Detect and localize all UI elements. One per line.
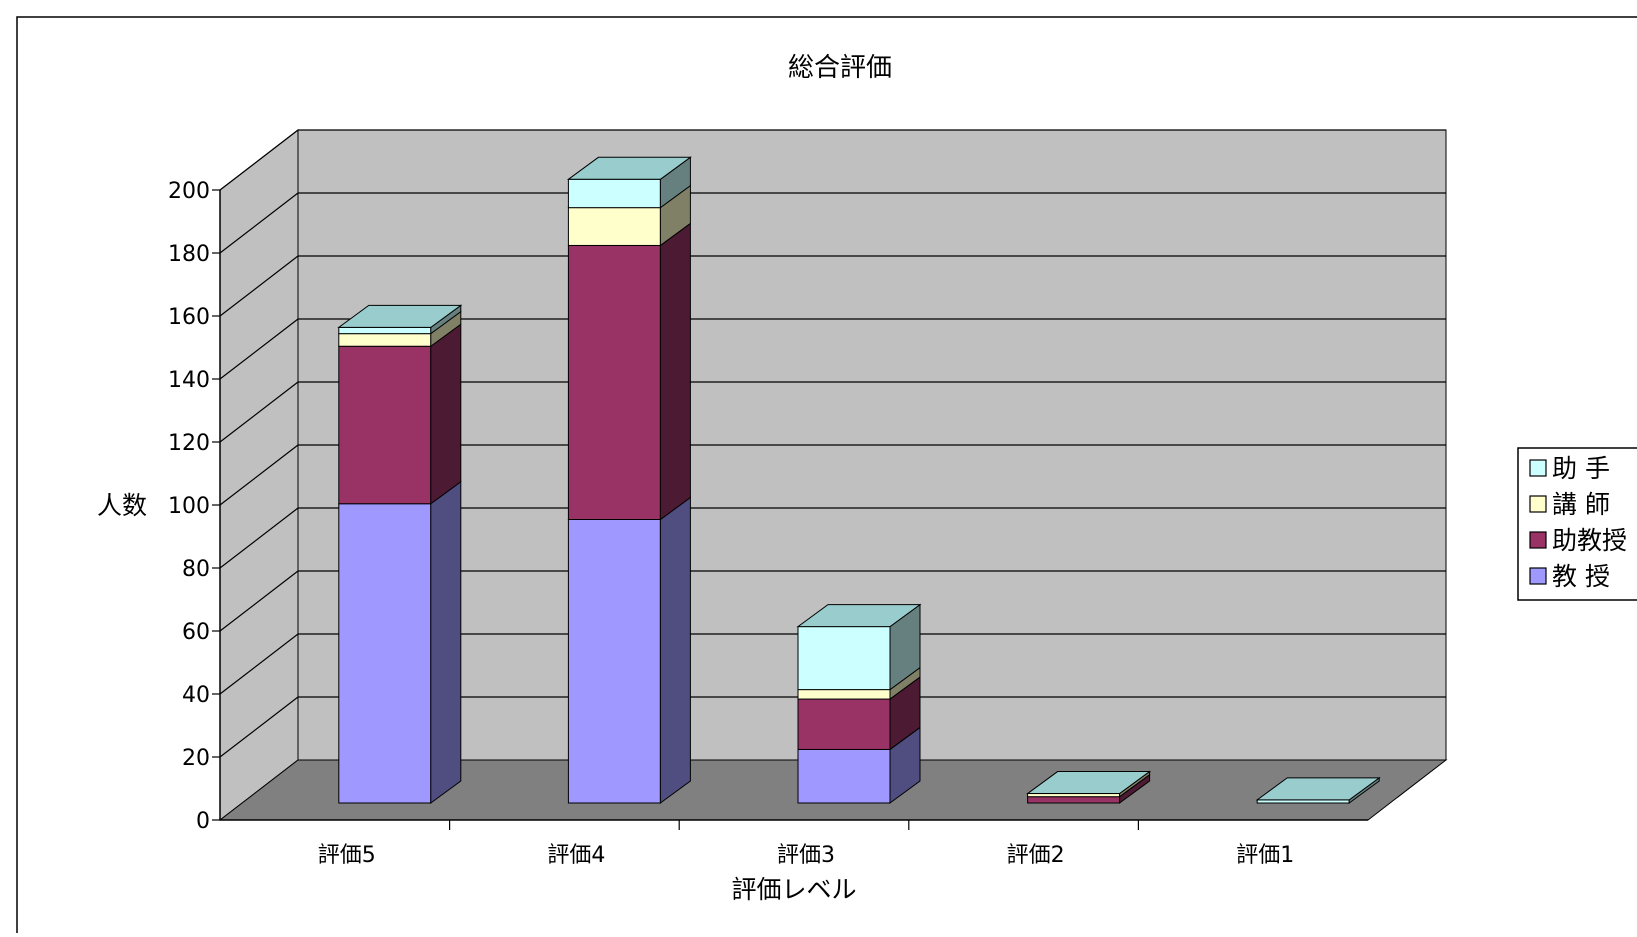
bar-face: [567, 244, 661, 520]
side-gridline: [219, 696, 299, 758]
bar-face: [338, 333, 432, 347]
bar-face: [797, 698, 891, 750]
bar-face: [338, 345, 432, 505]
y-tick-label: 180: [168, 242, 210, 267]
y-tick-label: 0: [196, 809, 210, 834]
legend-swatch: [1529, 459, 1547, 477]
bar-segment: [567, 222, 691, 521]
y-tick-label: 40: [182, 683, 210, 708]
legend-label: 助教授: [1552, 526, 1627, 555]
x-axis-label: 評価レベル: [731, 875, 856, 904]
side-gridline: [219, 507, 299, 569]
bar-top: [566, 156, 692, 180]
bar-top: [796, 604, 922, 628]
bar-side: [659, 222, 691, 521]
bar-side: [430, 323, 462, 505]
y-tick-label: 200: [168, 179, 210, 204]
side-gridline: [219, 318, 299, 380]
bar-face: [1027, 796, 1121, 804]
side-gridline: [219, 444, 299, 506]
side-gridline: [219, 381, 299, 443]
bar-face: [567, 178, 661, 209]
side-gridline: [219, 192, 299, 254]
bar-segment: [797, 726, 921, 804]
y-tick-label: 20: [182, 746, 210, 771]
x-tick-label: 評価2: [1007, 843, 1065, 868]
side-gridline: [219, 633, 299, 695]
bar-face: [567, 207, 661, 246]
y-axis-ticks: 0 20 40 60 80 100 120 140 160 180 200: [168, 179, 220, 834]
x-tick-label: 評価4: [547, 843, 605, 868]
bar-segment: [567, 496, 691, 804]
bar-top: [1255, 777, 1381, 801]
bar-top: [337, 304, 463, 328]
y-tick-label: 100: [168, 494, 210, 519]
legend-swatch: [1529, 567, 1547, 585]
legend-swatch: [1529, 495, 1547, 513]
y-tick-label: 140: [168, 368, 210, 393]
bar-face: [797, 748, 891, 804]
x-tick-label: 評価5: [318, 843, 376, 868]
side-gridline: [219, 129, 299, 191]
bar-side: [659, 496, 691, 804]
legend-label: 教 授: [1552, 562, 1610, 591]
bar-segment: [338, 323, 462, 505]
bar-face: [338, 503, 432, 804]
y-tick-label: 80: [182, 557, 210, 582]
bar-face: [797, 626, 891, 691]
x-axis-ticks: 評価5 評価4 評価3 評価2 評価1: [318, 820, 1294, 868]
legend-label: 講 師: [1552, 490, 1610, 519]
bar-segment: [797, 676, 921, 751]
side-gridline: [219, 570, 299, 632]
y-tick-label: 60: [182, 620, 210, 645]
grid-lines: [219, 129, 1446, 758]
bar-face: [797, 689, 891, 700]
bar-face: [338, 326, 432, 335]
y-tick-label: 120: [168, 431, 210, 456]
bar-side: [430, 480, 462, 804]
chart-title: 総合評価: [788, 53, 892, 83]
x-tick-label: 評価1: [1236, 843, 1294, 868]
legend-label: 助 手: [1552, 454, 1610, 483]
y-tick-label: 160: [168, 305, 210, 330]
bar-segment: [797, 603, 921, 691]
bars: [337, 156, 1381, 804]
legend-swatch: [1529, 531, 1547, 549]
bar-segment: [567, 156, 691, 209]
bar-top: [1026, 771, 1152, 795]
bar-segment: [338, 480, 462, 804]
side-gridline: [219, 255, 299, 317]
bar-face: [567, 519, 661, 804]
x-tick-label: 評価3: [777, 843, 835, 868]
y-axis-label: 人数: [97, 491, 147, 520]
